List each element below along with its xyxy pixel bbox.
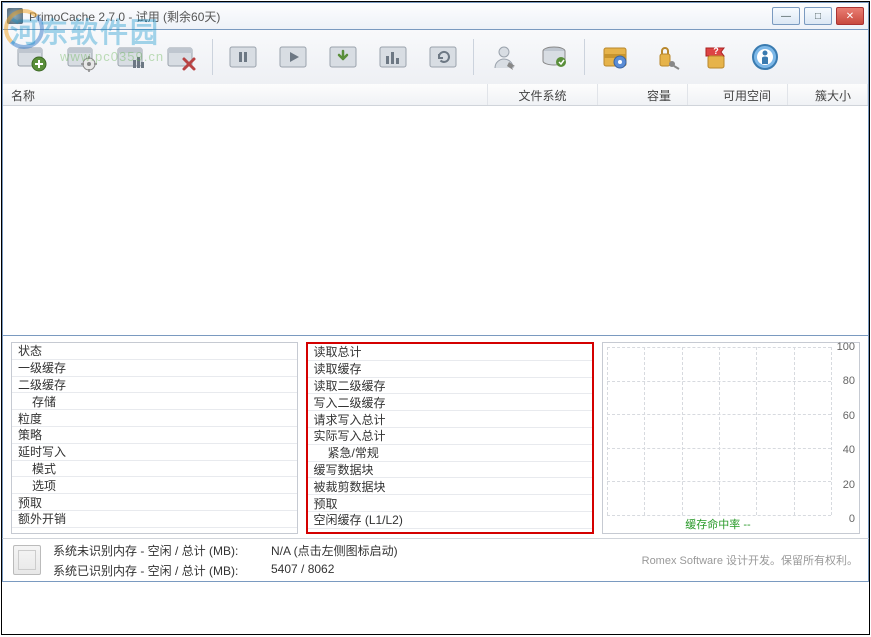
panel-label: 一级缓存: [18, 359, 291, 376]
chart-ylabel: 100: [837, 341, 855, 353]
reset-button[interactable]: [420, 35, 466, 79]
panel-row: 读取总计: [308, 344, 593, 361]
chart-ylabel: 0: [849, 513, 855, 525]
panel-label: 空闲缓存 (L1/L2): [314, 511, 587, 528]
panel-label: 选项: [18, 477, 291, 494]
mem-line1-label: 系统未识别内存 - 空闲 / 总计 (MB):: [53, 542, 263, 559]
resume-all-button[interactable]: [270, 35, 316, 79]
panel-label: 读取总计: [314, 343, 587, 360]
panel-row: 状态: [12, 343, 297, 360]
panel-label: 二级缓存: [18, 376, 291, 393]
col-name[interactable]: 名称: [3, 84, 488, 105]
panel-label: 状态: [18, 342, 291, 359]
panel-row: 预取: [12, 494, 297, 511]
col-capacity[interactable]: 容量: [598, 84, 688, 105]
table-body: [3, 106, 868, 335]
panel-row: 紧急/常规: [308, 445, 593, 462]
panel-label: 策略: [18, 426, 291, 443]
panel-row: 实际写入总计: [308, 428, 593, 445]
user-button[interactable]: [481, 35, 527, 79]
about-button[interactable]: [742, 35, 788, 79]
panel-label: 读取二级缓存: [314, 377, 587, 394]
cache-stats-panel: 读取总计读取缓存读取二级缓存写入二级缓存请求写入总计实际写入总计紧急/常规缓写数…: [306, 342, 595, 534]
license-button[interactable]: [642, 35, 688, 79]
panel-row: 模式: [12, 461, 297, 478]
new-cache-button[interactable]: [9, 35, 55, 79]
statusbar: 系统未识别内存 - 空闲 / 总计 (MB): N/A (点击左侧图标启动) 系…: [2, 538, 869, 582]
panel-label: 写入二级缓存: [314, 394, 587, 411]
panel-row: 读取缓存: [308, 361, 593, 378]
mem-line2-value: 5407 / 8062: [271, 562, 334, 579]
stats-cache-button[interactable]: [109, 35, 155, 79]
delete-cache-button[interactable]: [159, 35, 205, 79]
panel-row: 存储: [12, 393, 297, 410]
panel-row: 二级缓存: [12, 377, 297, 394]
window-title: PrimoCache 2.7.0 - 试用 (剩余60天): [29, 8, 772, 25]
panel-row: 空闲缓存 (L1/L2): [308, 512, 593, 529]
chart-ylabel: 80: [843, 375, 855, 387]
panel-label: 预取: [314, 495, 587, 512]
panel-label: 读取缓存: [314, 360, 587, 377]
panel-row: 写入二级缓存: [308, 394, 593, 411]
disk-button[interactable]: [531, 35, 577, 79]
panel-row: 粒度: [12, 410, 297, 427]
titlebar: PrimoCache 2.7.0 - 试用 (剩余60天) — □ ✕: [2, 2, 869, 30]
hitrate-chart: 缓存命中率 -- 0 20 40 60 80 100: [602, 342, 860, 534]
panel-row: 延时写入: [12, 444, 297, 461]
panel-label: 延时写入: [18, 443, 291, 460]
svg-text:?: ?: [713, 46, 719, 56]
panel-row: 请求写入总计: [308, 411, 593, 428]
panel-label: 紧急/常规: [314, 444, 587, 461]
col-free[interactable]: 可用空间: [688, 84, 788, 105]
panel-label: 缓写数据块: [314, 461, 587, 478]
panel-label: 粒度: [18, 410, 291, 427]
mem-line1-value: N/A (点击左侧图标启动): [271, 542, 398, 559]
panel-label: 预取: [18, 494, 291, 511]
panel-label: 请求写入总计: [314, 411, 587, 428]
panel-row: 预取: [308, 495, 593, 512]
close-button[interactable]: ✕: [836, 7, 864, 25]
panel-label: 模式: [18, 460, 291, 477]
panel-label: 额外开销: [18, 510, 291, 527]
toolbar: ?: [2, 30, 869, 84]
config-cache-button[interactable]: [59, 35, 105, 79]
app-icon: [7, 8, 23, 24]
maximize-button[interactable]: □: [804, 7, 832, 25]
cache-config-panel: 状态一级缓存二级缓存存储粒度策略延时写入模式选项预取额外开销: [11, 342, 298, 534]
panel-row: 选项: [12, 477, 297, 494]
col-filesystem[interactable]: 文件系统: [488, 84, 598, 105]
volume-table: 名称 文件系统 容量 可用空间 簇大小: [2, 84, 869, 336]
footer-copyright: Romex Software 设计开发。保留所有权利。: [642, 552, 858, 568]
options-button[interactable]: [592, 35, 638, 79]
flush-button[interactable]: [320, 35, 366, 79]
panel-label: 被裁剪数据块: [314, 478, 587, 495]
pause-all-button[interactable]: [220, 35, 266, 79]
memory-icon[interactable]: [13, 545, 41, 575]
panel-row: 策略: [12, 427, 297, 444]
chart-caption: 缓存命中率 --: [603, 516, 833, 532]
panel-label: 存储: [18, 393, 291, 410]
chart-ylabel: 20: [843, 479, 855, 491]
minimize-button[interactable]: —: [772, 7, 800, 25]
col-cluster[interactable]: 簇大小: [788, 84, 868, 105]
perf-button[interactable]: [370, 35, 416, 79]
panel-label: 实际写入总计: [314, 427, 587, 444]
panel-row: 缓写数据块: [308, 462, 593, 479]
panel-row: 被裁剪数据块: [308, 478, 593, 495]
panel-row: 额外开销: [12, 511, 297, 528]
chart-ylabel: 40: [843, 444, 855, 456]
help-button[interactable]: ?: [692, 35, 738, 79]
mem-line2-label: 系统已识别内存 - 空闲 / 总计 (MB):: [53, 562, 263, 579]
panel-row: 读取二级缓存: [308, 378, 593, 395]
panel-row: 一级缓存: [12, 360, 297, 377]
chart-ylabel: 60: [843, 410, 855, 422]
